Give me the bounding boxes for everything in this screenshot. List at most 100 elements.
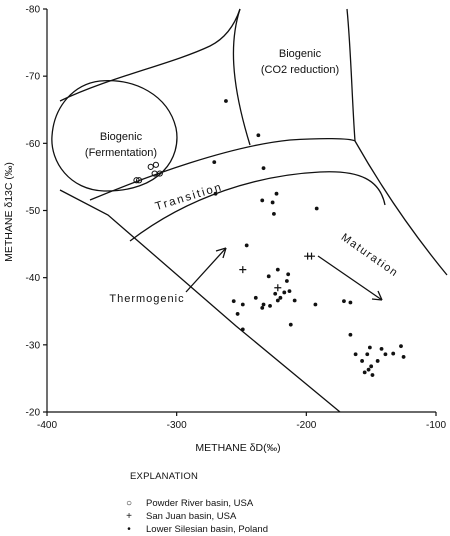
maturation-arrow — [317, 255, 383, 301]
point-powder-river — [152, 161, 160, 168]
point-lower-silesian — [348, 332, 353, 337]
dot-marker-icon: • — [127, 524, 131, 535]
point-lower-silesian — [275, 298, 280, 303]
legend-item-lower-silesian: • Lower Silesian basin, Poland — [122, 523, 268, 536]
point-lower-silesian — [273, 291, 278, 296]
point-lower-silesian — [342, 299, 346, 304]
transition-label: Transition — [154, 181, 225, 213]
axis-ticks: -80 -70 -60 -50 -40 -30 -20-400 -300 -200 -100 — [26, 5, 447, 432]
open-circle-marker-icon: ○ — [125, 498, 133, 509]
point-lower-silesian — [260, 305, 265, 310]
y-tick-label: -60 — [26, 139, 41, 150]
maturation-label: Maturation — [339, 231, 401, 279]
thermogenic-right-boundary — [354, 140, 448, 276]
legend-label-san-juan: San Juan basin, USA — [146, 511, 237, 522]
point-lower-silesian — [313, 302, 318, 307]
point-san-juan — [308, 252, 316, 260]
point-lower-silesian — [284, 279, 289, 283]
point-powder-river — [156, 170, 163, 177]
fermentation-label-line1: Biogenic — [100, 131, 143, 143]
data-points — [133, 99, 406, 377]
x-axis-title: METHANE δD(‰) — [195, 442, 280, 454]
y-tick-label: -40 — [26, 273, 41, 284]
point-lower-silesian — [362, 370, 367, 375]
legend-item-san-juan: + San Juan basin, USA — [122, 510, 268, 523]
thermogenic-left-boundary — [59, 189, 341, 413]
point-lower-silesian — [261, 166, 266, 171]
point-lower-silesian — [375, 359, 380, 363]
co2-label-line1: Biogenic — [279, 48, 322, 60]
y-tick-label: -80 — [26, 5, 41, 16]
point-lower-silesian — [288, 322, 293, 327]
x-tick-label: -100 — [426, 420, 446, 431]
point-lower-silesian — [231, 299, 236, 304]
point-lower-silesian — [383, 352, 388, 357]
fermentation-label-line2: (Fermentation) — [85, 147, 157, 159]
fermentation-boundary — [51, 80, 178, 192]
x-tick-label: -400 — [37, 420, 57, 431]
legend-title: EXPLANATION — [130, 471, 199, 482]
co2-label-line2: (CO2 reduction) — [261, 64, 339, 76]
thermogenic-label: Thermogenic — [109, 293, 184, 305]
point-lower-silesian — [379, 346, 384, 351]
point-lower-silesian — [287, 289, 292, 293]
point-powder-river — [133, 177, 140, 184]
x-tick-label: -200 — [296, 420, 316, 431]
thermogenic-arrow — [185, 247, 227, 293]
point-lower-silesian — [391, 351, 396, 356]
y-tick-label: -20 — [26, 408, 41, 419]
transition-lower-boundary — [129, 171, 386, 242]
point-lower-silesian — [213, 191, 218, 196]
point-lower-silesian — [244, 243, 249, 248]
point-lower-silesian — [278, 295, 283, 300]
point-lower-silesian — [240, 327, 245, 332]
point-lower-silesian — [399, 344, 403, 349]
region-boundaries — [51, 8, 448, 413]
point-lower-silesian — [261, 302, 266, 307]
methane-isotope-plot: -80 -70 -60 -50 -40 -30 -20-400 -300 -200 -100 Bi… — [3, 5, 448, 454]
point-lower-silesian — [235, 312, 240, 316]
y-tick-label: -70 — [26, 72, 41, 83]
point-lower-silesian — [370, 373, 375, 377]
legend-label-powder-river: Powder River basin, USA — [146, 498, 254, 509]
point-lower-silesian — [260, 198, 265, 203]
point-lower-silesian — [270, 200, 275, 205]
biogenic-upper-boundary — [59, 8, 241, 102]
point-lower-silesian — [272, 211, 276, 216]
point-san-juan — [239, 266, 247, 274]
point-lower-silesian — [353, 352, 358, 357]
point-lower-silesian — [366, 367, 371, 372]
legend-item-powder-river: ○ Powder River basin, USA — [122, 497, 268, 510]
point-lower-silesian — [360, 359, 364, 363]
legend-label-lower-silesian: Lower Silesian basin, Poland — [146, 524, 268, 535]
point-lower-silesian — [314, 206, 319, 211]
point-lower-silesian — [266, 274, 271, 279]
y-axis-title: METHANE δ13C (‰) — [3, 162, 15, 262]
point-lower-silesian — [212, 160, 217, 165]
x-tick-label: -300 — [167, 420, 187, 431]
point-powder-river — [147, 163, 154, 170]
point-powder-river — [135, 177, 143, 184]
point-lower-silesian — [275, 267, 280, 272]
co2-upper-boundary — [346, 8, 356, 142]
point-lower-silesian — [224, 99, 228, 103]
y-tick-label: -30 — [26, 340, 41, 351]
point-lower-silesian — [401, 355, 406, 359]
point-lower-silesian — [292, 298, 297, 303]
point-lower-silesian — [348, 300, 353, 305]
point-lower-silesian — [268, 303, 272, 308]
point-lower-silesian — [365, 352, 370, 357]
point-lower-silesian — [286, 272, 291, 277]
point-lower-silesian — [369, 364, 374, 369]
point-lower-silesian — [274, 191, 279, 196]
point-lower-silesian — [240, 302, 245, 307]
plot-frame — [46, 9, 436, 413]
y-tick-label: -50 — [26, 206, 41, 217]
point-lower-silesian — [256, 133, 261, 138]
point-lower-silesian — [367, 345, 372, 350]
point-san-juan — [274, 284, 282, 292]
point-lower-silesian — [253, 295, 258, 300]
legend: EXPLANATION ○ Powder River basin, USA + … — [122, 470, 268, 536]
point-lower-silesian — [282, 290, 287, 295]
plus-marker-icon: + — [126, 511, 132, 522]
